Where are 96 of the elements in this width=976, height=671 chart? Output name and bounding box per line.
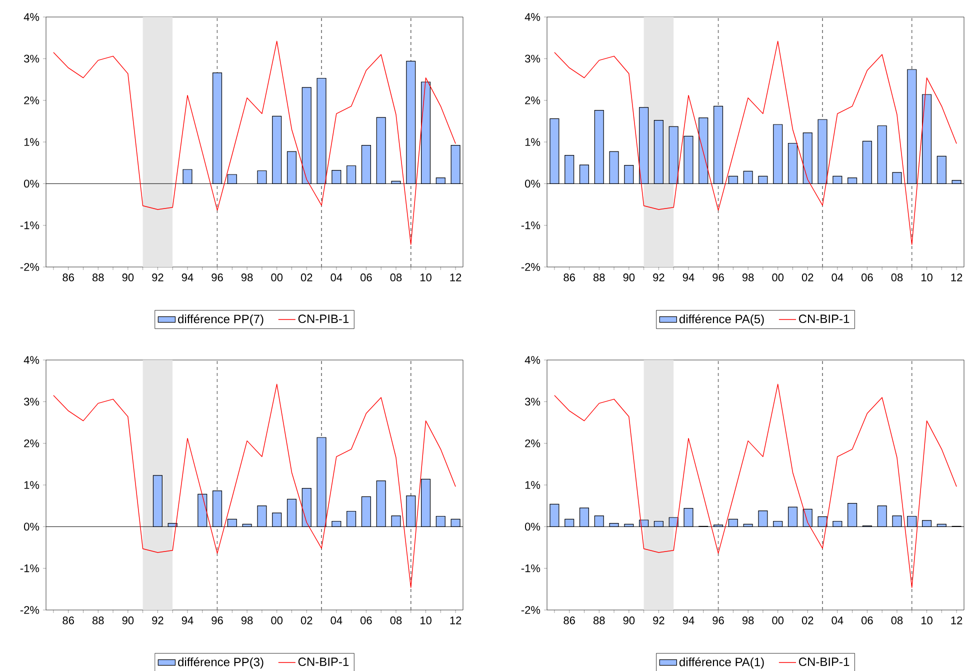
x-tick-label: 88 bbox=[593, 274, 605, 282]
legend-label: différence PP(3) bbox=[178, 657, 264, 669]
x-tick-label: 92 bbox=[152, 616, 164, 624]
line-series bbox=[554, 40, 957, 245]
x-tick-label: 92 bbox=[653, 616, 664, 624]
x-tick-label: 10 bbox=[420, 616, 432, 624]
x-tick-label: 00 bbox=[772, 274, 784, 282]
legend-label: CN-BIP-1 bbox=[798, 658, 850, 666]
y-tick-label: 1% bbox=[24, 481, 40, 489]
y-tick-label: 3% bbox=[525, 398, 540, 406]
x-tick-label: 94 bbox=[182, 274, 194, 282]
y-tick-label: -1% bbox=[521, 221, 540, 230]
x-tick-label: 98 bbox=[742, 616, 754, 624]
x-tick-label: 94 bbox=[182, 616, 194, 624]
y-tick-label: 1% bbox=[24, 138, 40, 146]
y-tick-label: -1% bbox=[521, 564, 540, 572]
x-tick-label: 90 bbox=[623, 274, 635, 282]
x-tick-label: 94 bbox=[682, 616, 694, 624]
y-tick-label: -1% bbox=[20, 221, 40, 230]
x-tick-label: 86 bbox=[62, 274, 74, 282]
x-tick-label: 90 bbox=[623, 616, 635, 624]
x-tick-label: 12 bbox=[951, 274, 962, 282]
x-tick-label: 94 bbox=[682, 274, 694, 282]
x-tick-label: 04 bbox=[330, 274, 342, 282]
x-tick-label: 06 bbox=[862, 274, 873, 282]
x-tick-label: 04 bbox=[832, 616, 844, 624]
x-tick-label: 06 bbox=[360, 274, 372, 282]
y-tick-label: 4% bbox=[524, 356, 540, 364]
x-tick-label: 92 bbox=[653, 274, 664, 282]
line-series bbox=[554, 384, 957, 588]
x-tick-label: 00 bbox=[271, 274, 283, 282]
x-tick-label: 96 bbox=[212, 274, 223, 282]
x-tick-label: 10 bbox=[921, 616, 932, 624]
x-tick-label: 90 bbox=[122, 616, 134, 624]
x-tick-label: 92 bbox=[152, 274, 164, 282]
y-tick-label: 3% bbox=[24, 54, 40, 63]
x-tick-label: 96 bbox=[712, 274, 724, 282]
legend-label: CN-BIP-1 bbox=[298, 658, 349, 666]
x-tick-label: 08 bbox=[390, 274, 402, 282]
y-tick-label: 0% bbox=[24, 522, 40, 531]
x-tick-label: 86 bbox=[564, 616, 575, 624]
x-tick-label: 00 bbox=[271, 616, 283, 624]
x-tick-label: 98 bbox=[241, 274, 253, 282]
x-tick-label: 88 bbox=[92, 274, 104, 282]
x-tick-label: 12 bbox=[450, 616, 462, 624]
x-tick-label: 96 bbox=[212, 616, 223, 624]
x-tick-label: 04 bbox=[330, 616, 342, 624]
x-tick-label: 06 bbox=[360, 616, 372, 624]
x-tick-label: 04 bbox=[832, 274, 844, 282]
legend-label: CN-BIP-1 bbox=[798, 314, 850, 324]
y-tick-label: 3% bbox=[525, 54, 540, 63]
y-tick-label: 0% bbox=[525, 522, 540, 531]
y-tick-label: 2% bbox=[525, 439, 540, 448]
x-tick-label: 12 bbox=[450, 274, 462, 282]
legend-label: différence PA(5) bbox=[679, 314, 764, 326]
y-tick-label: -2% bbox=[521, 263, 540, 271]
x-tick-label: 06 bbox=[862, 616, 873, 624]
line-series bbox=[53, 40, 456, 245]
y-tick-label: -1% bbox=[20, 564, 40, 572]
y-tick-label: 3% bbox=[24, 398, 40, 406]
y-tick-label: 2% bbox=[24, 96, 40, 104]
y-tick-label: 0% bbox=[525, 180, 540, 188]
x-tick-label: 88 bbox=[593, 616, 605, 624]
x-tick-label: 90 bbox=[122, 274, 134, 282]
legend-label: différence PP(7) bbox=[178, 314, 264, 326]
y-tick-label: 2% bbox=[24, 439, 40, 448]
y-tick-label: 1% bbox=[525, 138, 540, 146]
x-tick-label: 10 bbox=[420, 274, 432, 282]
y-tick-label: 4% bbox=[524, 13, 540, 21]
y-tick-label: -2% bbox=[20, 263, 40, 271]
x-tick-label: 08 bbox=[390, 616, 402, 624]
x-tick-label: 08 bbox=[891, 616, 903, 624]
x-tick-label: 00 bbox=[772, 616, 784, 624]
x-tick-label: 98 bbox=[241, 616, 253, 624]
y-tick-label: -2% bbox=[521, 606, 540, 614]
y-tick-label: 1% bbox=[525, 481, 540, 489]
x-tick-label: 08 bbox=[891, 274, 903, 282]
x-tick-label: 98 bbox=[742, 274, 754, 282]
x-tick-label: 02 bbox=[300, 616, 312, 624]
y-tick-label: 2% bbox=[525, 96, 540, 104]
x-tick-label: 10 bbox=[921, 274, 932, 282]
y-tick-label: 0% bbox=[24, 180, 40, 188]
x-tick-label: 96 bbox=[712, 616, 724, 624]
x-tick-label: 02 bbox=[300, 274, 312, 282]
x-tick-label: 88 bbox=[92, 616, 104, 624]
x-tick-label: 86 bbox=[62, 616, 74, 624]
x-tick-label: 02 bbox=[802, 274, 814, 282]
x-tick-label: 02 bbox=[802, 616, 814, 624]
legend-label: CN-PIB-1 bbox=[298, 314, 349, 324]
x-tick-label: 12 bbox=[951, 616, 962, 624]
y-tick-label: -2% bbox=[20, 606, 40, 614]
y-tick-label: 4% bbox=[24, 356, 40, 364]
x-tick-label: 86 bbox=[564, 274, 575, 282]
line-series bbox=[53, 384, 456, 588]
legend-label: différence PA(1) bbox=[679, 657, 764, 669]
y-tick-label: 4% bbox=[24, 13, 40, 21]
